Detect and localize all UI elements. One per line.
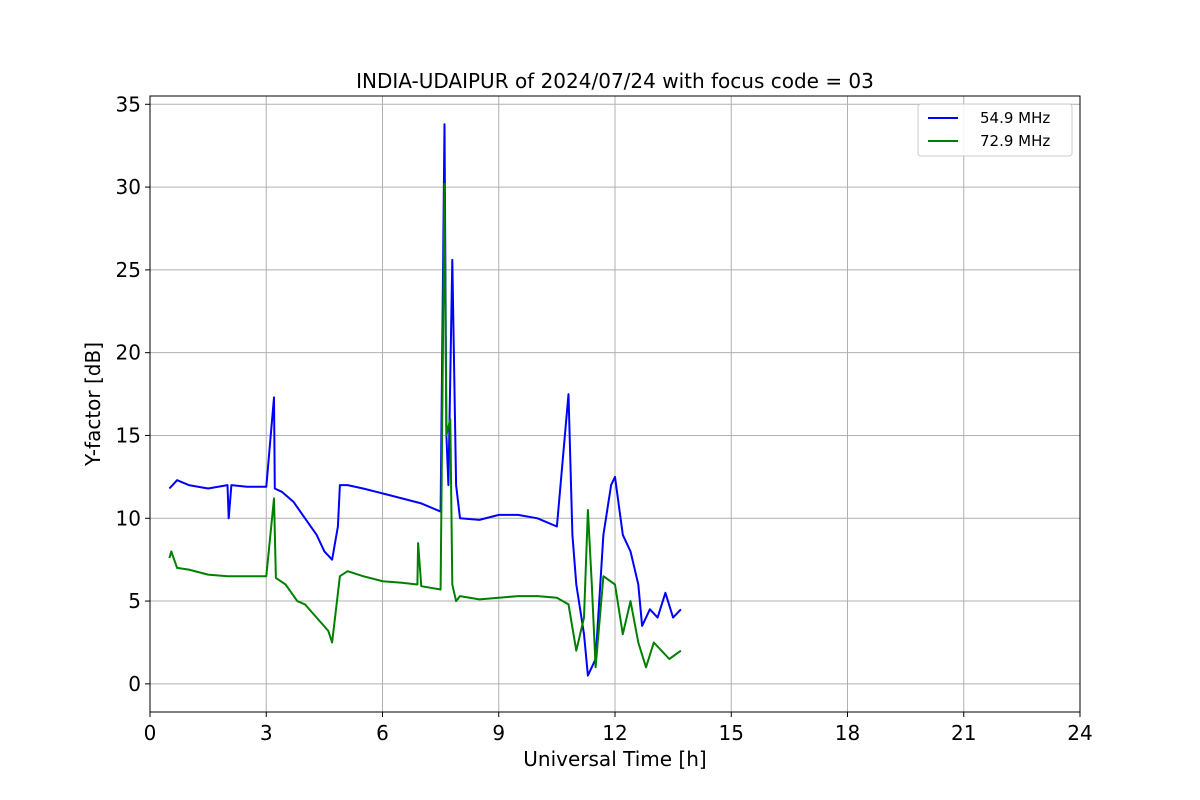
x-tick-label: 18 bbox=[835, 721, 860, 745]
x-tick-label: 15 bbox=[719, 721, 744, 745]
y-tick-label: 20 bbox=[116, 341, 141, 365]
x-tick-label: 0 bbox=[144, 721, 157, 745]
legend-label: 54.9 MHz bbox=[980, 109, 1050, 127]
y-axis-label: Y-factor [dB] bbox=[81, 342, 105, 467]
y-tick-label: 15 bbox=[116, 423, 141, 447]
x-tick-label: 9 bbox=[492, 721, 505, 745]
x-tick-label: 21 bbox=[951, 721, 976, 745]
x-axis-label: Universal Time [h] bbox=[523, 747, 706, 771]
y-tick-label: 35 bbox=[116, 92, 141, 116]
y-tick-label: 30 bbox=[116, 175, 141, 199]
legend-label: 72.9 MHz bbox=[980, 132, 1050, 150]
y-tick-label: 0 bbox=[128, 672, 141, 696]
x-tick-label: 3 bbox=[260, 721, 273, 745]
legend: 54.9 MHz 72.9 MHz bbox=[917, 103, 1073, 157]
y-tick-label: 25 bbox=[116, 258, 141, 282]
x-tick-label: 24 bbox=[1067, 721, 1092, 745]
chart-title: INDIA-UDAIPUR of 2024/07/24 with focus c… bbox=[356, 69, 874, 93]
series-line-72-9-mhz bbox=[168, 182, 682, 669]
y-tick-label: 5 bbox=[128, 589, 141, 613]
series-layer bbox=[168, 123, 682, 677]
x-tick-label: 12 bbox=[602, 721, 627, 745]
ticks: 0 3 6 9 12 15 18 21 24 0 5 10 15 20 25 30 35 bbox=[116, 92, 1093, 745]
x-tick-label: 6 bbox=[376, 721, 389, 745]
y-tick-label: 10 bbox=[116, 506, 141, 530]
